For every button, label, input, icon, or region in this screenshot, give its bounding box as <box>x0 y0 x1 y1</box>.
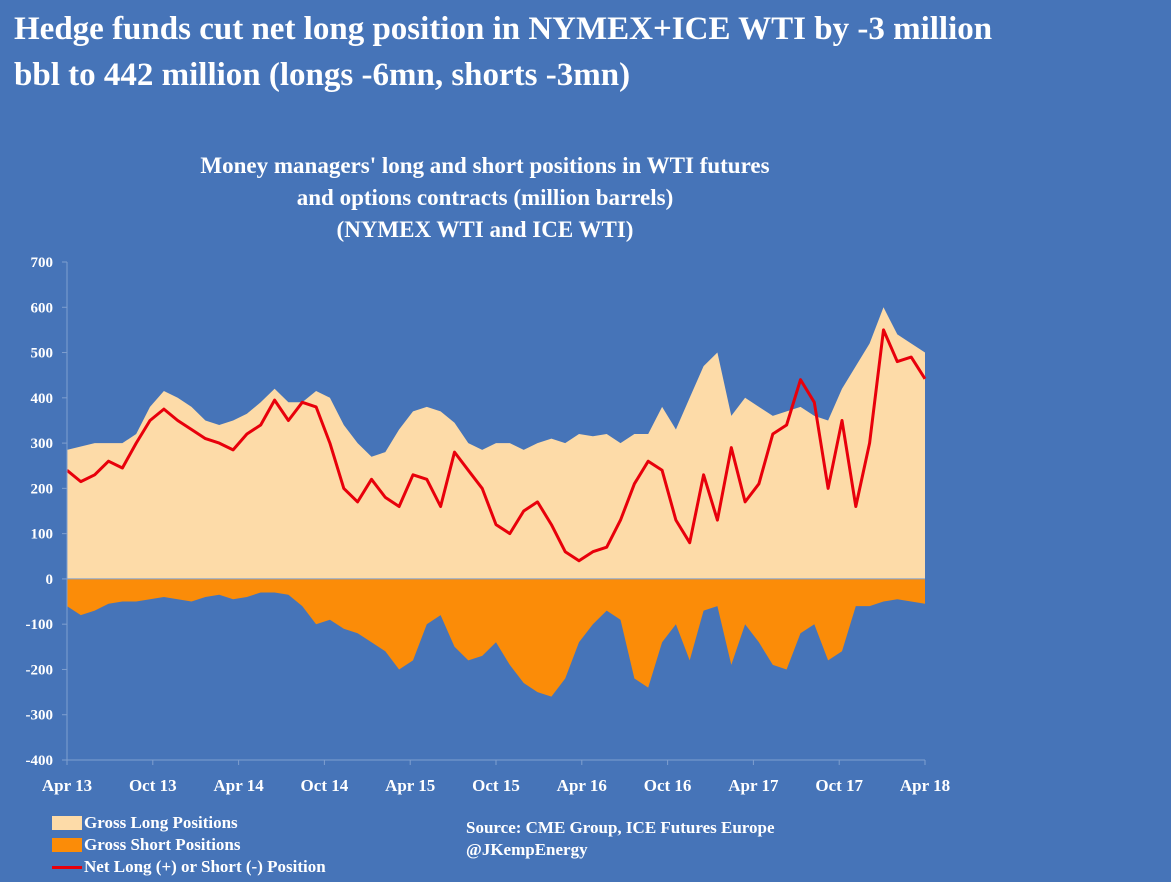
legend-swatch-net-position <box>52 865 82 869</box>
legend-item-gross-short: Gross Short Positions <box>52 834 326 856</box>
y-tick-label: 700 <box>31 255 54 271</box>
y-tick-label: 500 <box>31 346 54 362</box>
x-tick-label: Oct 15 <box>472 776 520 795</box>
legend-swatch-gross-short <box>52 838 82 852</box>
chart-title-line-2: and options contracts (million barrels) <box>296 185 674 210</box>
y-tick-label: -400 <box>26 753 54 769</box>
legend-label-net-position: Net Long (+) or Short (-) Position <box>84 857 326 876</box>
x-tick-label: Apr 16 <box>557 776 607 795</box>
y-tick-label: 0 <box>46 572 54 588</box>
legend: Gross Long Positions Gross Short Positio… <box>52 812 326 878</box>
y-tick-label: 600 <box>31 300 54 316</box>
y-tick-label: 200 <box>31 481 54 497</box>
y-tick-label: 300 <box>31 436 54 452</box>
x-tick-label: Oct 14 <box>301 776 349 795</box>
source-line: Source: CME Group, ICE Futures Europe <box>466 818 775 837</box>
net-position-line <box>66 328 927 563</box>
headline: Hedge funds cut net long position in NYM… <box>14 6 1164 98</box>
x-tick-label: Apr 17 <box>728 776 779 795</box>
y-tick-label: -200 <box>26 662 54 678</box>
x-tick-label: Apr 15 <box>385 776 435 795</box>
source-note: Source: CME Group, ICE Futures Europe @J… <box>466 817 775 861</box>
legend-label-gross-long: Gross Long Positions <box>84 813 238 832</box>
x-tick-label: Oct 16 <box>644 776 692 795</box>
y-tick-label: -100 <box>26 617 54 633</box>
gross-short-area <box>67 578 925 697</box>
legend-item-gross-long: Gross Long Positions <box>52 812 326 834</box>
gross-long-area <box>67 307 925 579</box>
legend-swatch-gross-long <box>52 816 82 830</box>
y-tick-label: -300 <box>26 708 54 724</box>
x-tick-label: Apr 14 <box>213 776 264 795</box>
author-handle: @JKempEnergy <box>466 840 588 859</box>
x-tick-label: Oct 17 <box>815 776 863 795</box>
chart-title-line-1: Money managers' long and short positions… <box>200 153 770 178</box>
x-tick-label: Apr 18 <box>900 776 950 795</box>
headline-line-1: Hedge funds cut net long position in NYM… <box>14 11 993 47</box>
chart-title: Money managers' long and short positions… <box>60 150 910 246</box>
x-tick-label: Oct 13 <box>129 776 177 795</box>
chart-title-line-3: (NYMEX WTI and ICE WTI) <box>336 217 634 242</box>
legend-label-gross-short: Gross Short Positions <box>84 835 241 854</box>
legend-item-net-position: Net Long (+) or Short (-) Position <box>52 856 326 878</box>
x-tick-label: Apr 13 <box>42 776 92 795</box>
headline-line-2: bbl to 442 million (longs -6mn, shorts -… <box>14 57 631 93</box>
y-tick-label: 100 <box>31 527 54 543</box>
y-tick-label: 400 <box>31 391 54 407</box>
